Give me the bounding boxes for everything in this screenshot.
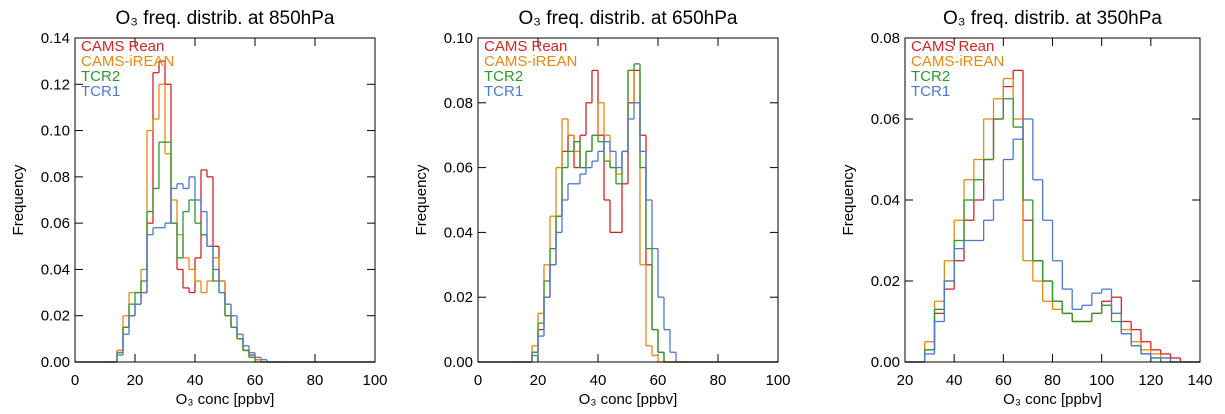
y-tick-label: 0.08 xyxy=(444,95,473,112)
plot-frame xyxy=(477,37,779,363)
legend-label: CAMS Rean xyxy=(911,38,994,55)
y-tick-label: 0.12 xyxy=(41,76,70,93)
chart-title: O₃ freq. distrib. at 650hPa xyxy=(519,8,738,29)
y-axis-label: Frequency xyxy=(10,164,27,235)
y-tick-label: 0.00 xyxy=(871,354,900,371)
panel: O₃ freq. distrib. at 350hPa O₃ conc [ppbv… xyxy=(840,8,1213,408)
legend-label: TCR2 xyxy=(81,68,120,85)
x-tick-label: 60 xyxy=(650,372,667,389)
legend-label: TCR2 xyxy=(911,68,950,85)
x-tick-label: 0 xyxy=(474,372,482,389)
y-tick-label: 0.04 xyxy=(444,224,473,241)
x-axis-label: O₃ conc [ppbv] xyxy=(176,391,275,408)
y-tick-label: 0.06 xyxy=(871,111,900,128)
x-tick-label: 80 xyxy=(307,372,324,389)
x-tick-label: 100 xyxy=(362,372,387,389)
x-tick-label: 20 xyxy=(530,372,547,389)
y-tick-label: 0.00 xyxy=(444,354,473,371)
y-tick-label: 0.08 xyxy=(871,30,900,47)
legend-label: TCR2 xyxy=(484,68,523,85)
y-tick-label: 0.10 xyxy=(444,30,473,47)
x-tick-label: 0 xyxy=(71,372,79,389)
legend-label: CAMS-iREAN xyxy=(484,53,577,70)
x-axis-label: O₃ conc [ppbv] xyxy=(579,391,678,408)
plot-frame xyxy=(74,37,376,363)
x-tick-label: 120 xyxy=(1138,372,1163,389)
chart-title: O₃ freq. distrib. at 350hPa xyxy=(943,8,1162,29)
x-tick-label: 80 xyxy=(1044,372,1061,389)
legend-label: CAMS Rean xyxy=(484,38,567,55)
legend-label: TCR1 xyxy=(911,83,950,100)
x-tick-label: 40 xyxy=(187,372,204,389)
panel: O₃ freq. distrib. at 650hPa O₃ conc [ppbv… xyxy=(413,8,791,408)
x-tick-label: 100 xyxy=(765,372,790,389)
y-tick-label: 0.02 xyxy=(444,289,473,306)
y-tick-label: 0.04 xyxy=(41,261,70,278)
x-tick-label: 40 xyxy=(946,372,963,389)
y-tick-label: 0.06 xyxy=(444,160,473,177)
panel: O₃ freq. distrib. at 850hPa O₃ conc [ppbv… xyxy=(10,8,388,408)
y-tick-label: 0.08 xyxy=(41,169,70,186)
x-tick-label: 60 xyxy=(247,372,264,389)
chart-title: O₃ freq. distrib. at 850hPa xyxy=(116,8,335,29)
x-tick-label: 100 xyxy=(1089,372,1114,389)
y-axis-label: Frequency xyxy=(413,164,430,235)
x-tick-label: 140 xyxy=(1187,372,1212,389)
x-tick-label: 60 xyxy=(995,372,1012,389)
legend-label: CAMS-iREAN xyxy=(911,53,1004,70)
y-tick-label: 0.06 xyxy=(41,215,70,232)
x-tick-label: 80 xyxy=(710,372,727,389)
legend-label: CAMS Rean xyxy=(81,38,164,55)
x-tick-label: 20 xyxy=(897,372,914,389)
legend-label: TCR1 xyxy=(484,83,523,100)
y-tick-label: 0.02 xyxy=(871,273,900,290)
y-tick-label: 0.00 xyxy=(41,354,70,371)
y-axis-label: Frequency xyxy=(840,164,857,235)
y-tick-label: 0.10 xyxy=(41,123,70,140)
y-tick-label: 0.02 xyxy=(41,308,70,325)
x-tick-label: 40 xyxy=(590,372,607,389)
legend-label: CAMS-iREAN xyxy=(81,53,174,70)
plot-frame xyxy=(904,37,1201,363)
x-axis-label: O₃ conc [ppbv] xyxy=(1003,391,1102,408)
x-tick-label: 20 xyxy=(127,372,144,389)
y-tick-label: 0.14 xyxy=(41,30,70,47)
y-tick-label: 0.04 xyxy=(871,192,900,209)
legend-label: TCR1 xyxy=(81,83,120,100)
